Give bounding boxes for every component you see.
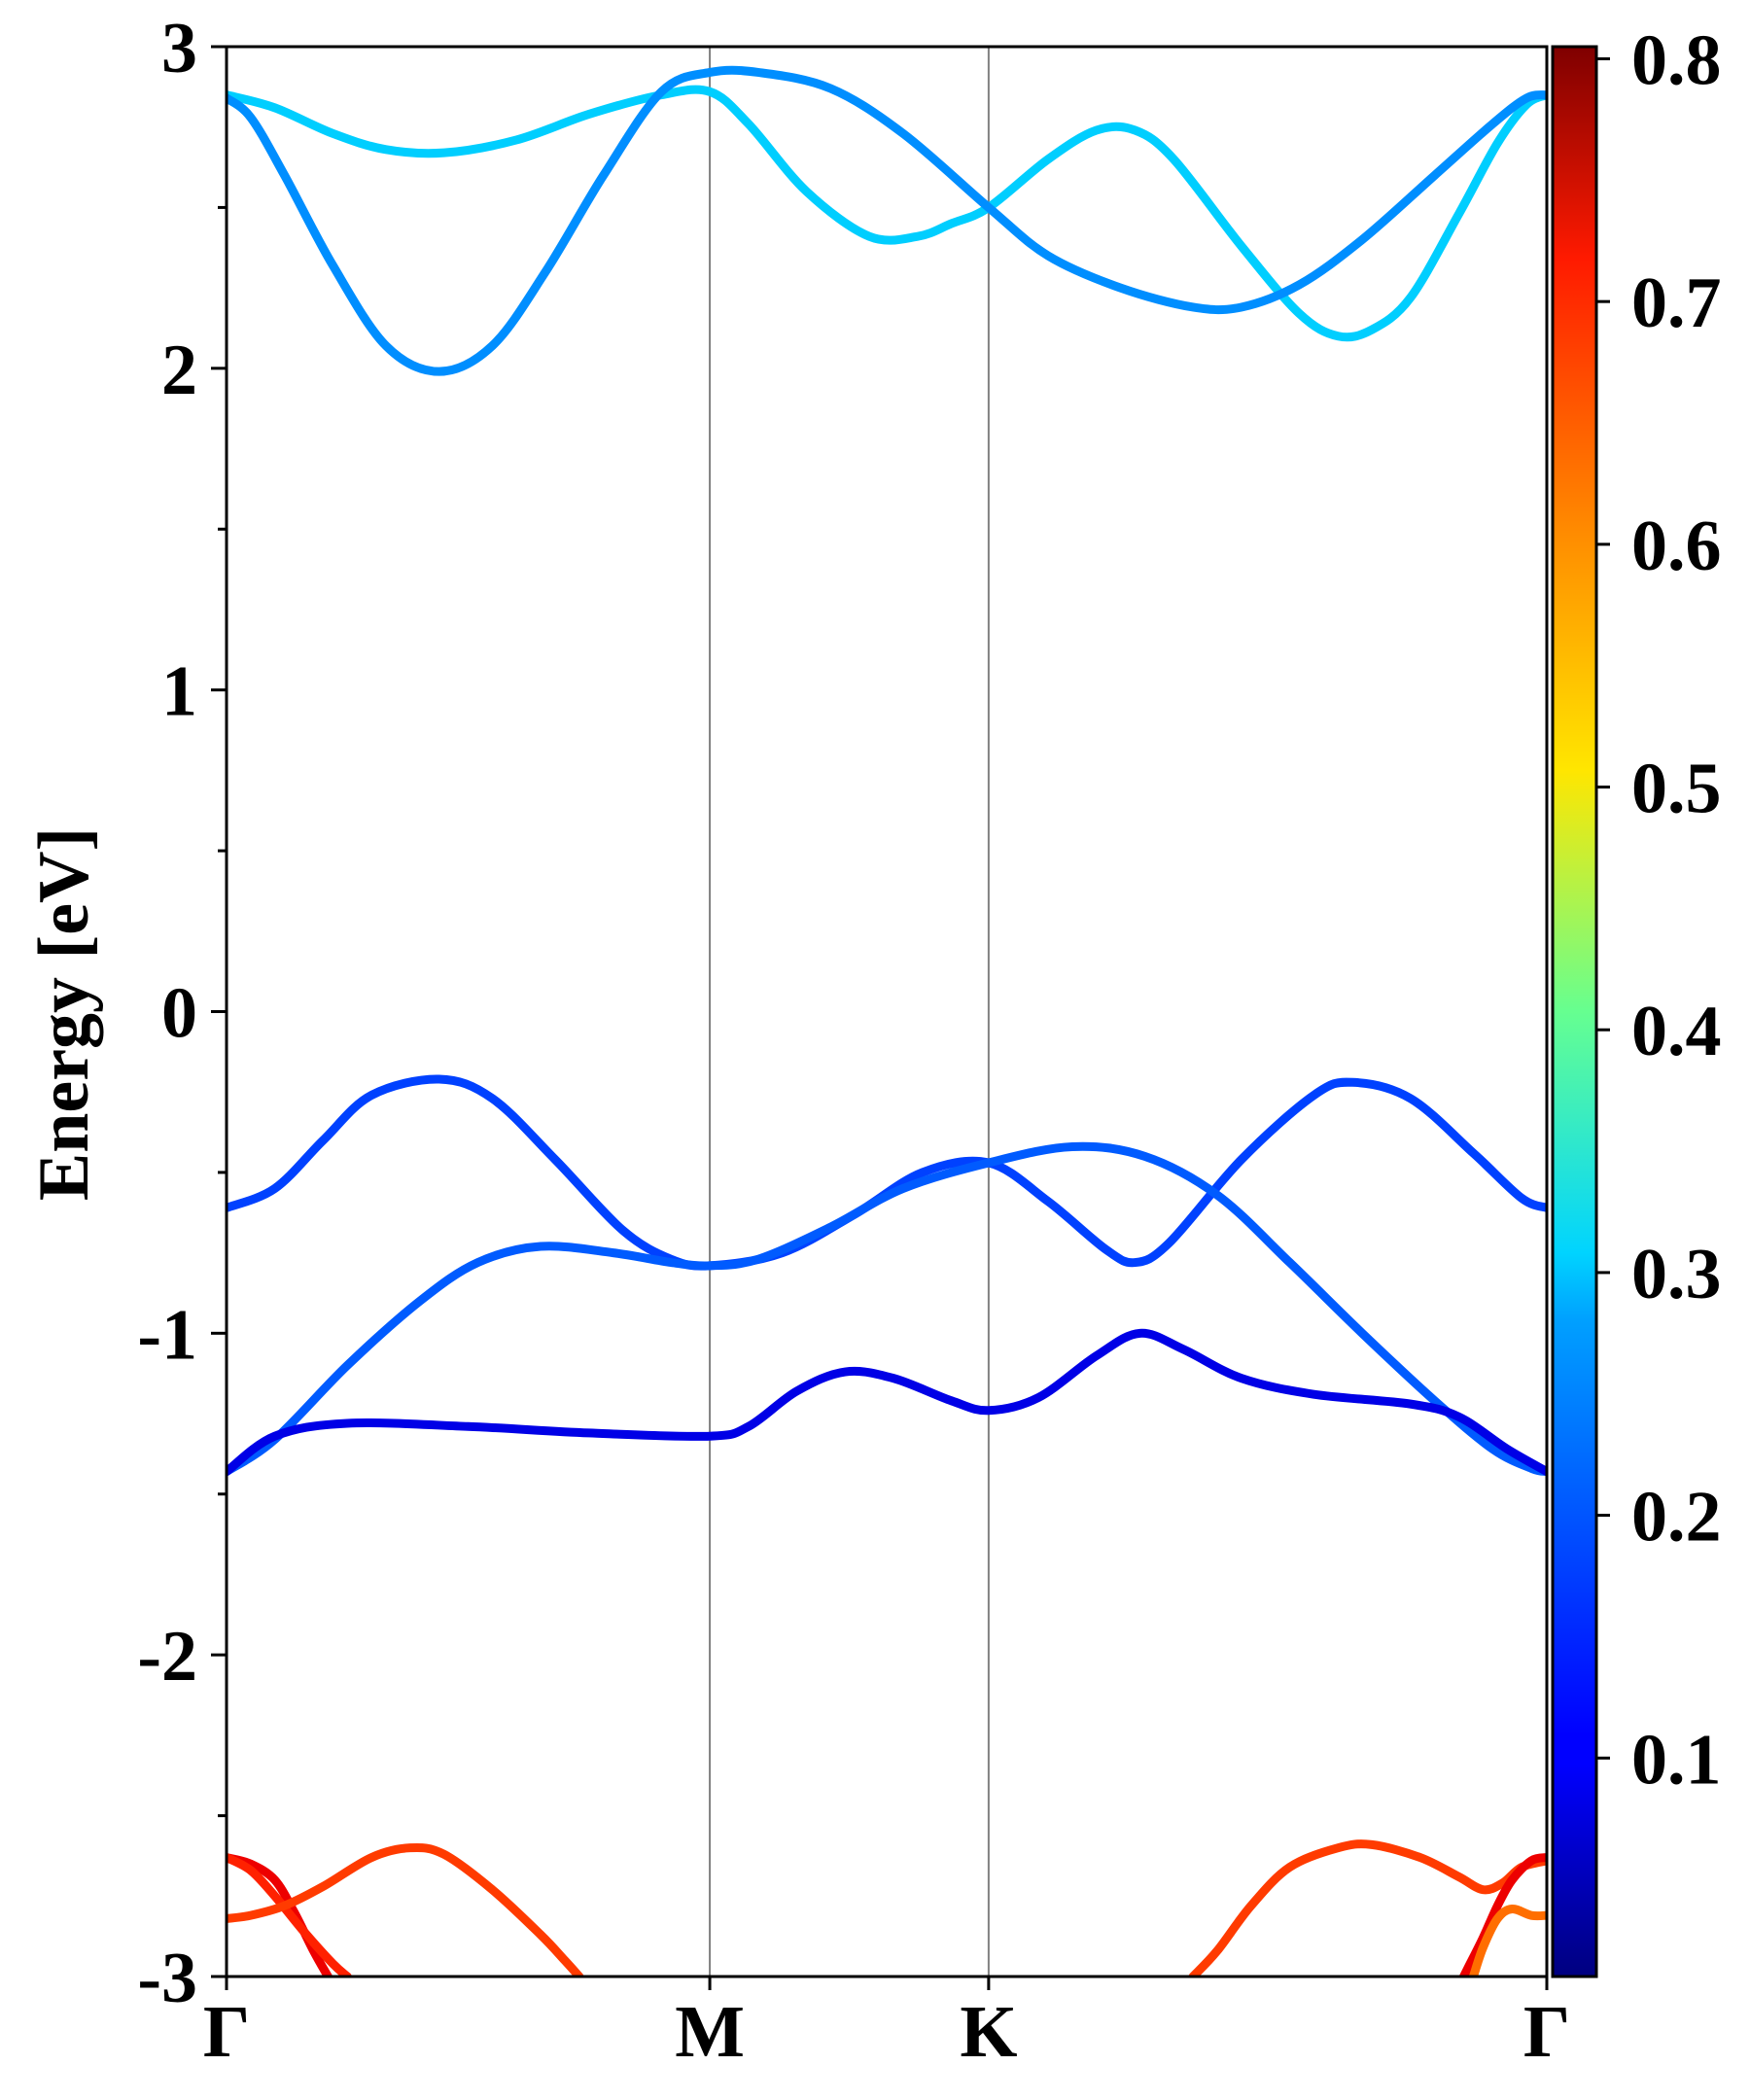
colorbar-tick-label: 0.5 (1631, 750, 1722, 829)
x-tick-label: K (960, 1991, 1017, 2073)
colorbar-tick-label: 0.6 (1631, 507, 1722, 586)
band-line (227, 1074, 1547, 1271)
colorbar-tick-label: 0.7 (1631, 263, 1722, 343)
x-tick-label: Γ (203, 1991, 250, 2073)
colorbar-tick-label: 0.2 (1631, 1478, 1722, 1558)
band-line (227, 1842, 584, 1977)
plot-area: 3 2 1 0 -1 -2 -3 Γ M K Γ (137, 9, 1570, 2073)
band-line (1188, 1839, 1547, 1977)
colorbar: 0.1 0.2 0.3 0.4 0.5 0.6 0.7 0.8 (1551, 20, 1722, 1978)
colorbar-gradient (1551, 45, 1598, 1978)
y-tick-label: -3 (137, 1939, 197, 2018)
y-axis-label: Energy [eV] (24, 827, 104, 1201)
y-tick-label: -2 (137, 1617, 197, 1697)
y-tick-label: 3 (161, 9, 197, 88)
band-line (227, 1328, 1547, 1477)
colorbar-tick-label: 0.4 (1631, 992, 1722, 1071)
band-line (227, 1141, 1547, 1477)
band-line (1459, 1853, 1547, 1977)
band-lines (227, 65, 1547, 1977)
band-line (227, 1853, 352, 1977)
band-line (1468, 1905, 1547, 1977)
y-tick-label: 2 (161, 331, 197, 410)
y-tick-label: -1 (137, 1295, 197, 1375)
y-tick-label: 1 (161, 652, 197, 732)
colorbar-tick-label: 0.8 (1631, 20, 1722, 100)
x-tick-label: Γ (1523, 1991, 1570, 2073)
colorbar-tick-label: 0.3 (1631, 1235, 1722, 1314)
colorbar-tick-label: 0.1 (1631, 1720, 1722, 1800)
y-tick-label: 0 (161, 974, 197, 1054)
y-axis: 3 2 1 0 -1 -2 -3 (137, 9, 227, 2018)
band-line (227, 1853, 332, 1977)
band-line (227, 65, 1547, 376)
x-tick-label: M (675, 1991, 745, 2073)
colorbar-ticks: 0.1 0.2 0.3 0.4 0.5 0.6 0.7 0.8 (1596, 20, 1722, 1800)
band-line (227, 85, 1547, 342)
kpoint-gridlines (709, 47, 990, 1977)
